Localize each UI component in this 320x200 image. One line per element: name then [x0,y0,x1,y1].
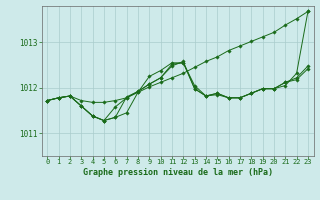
X-axis label: Graphe pression niveau de la mer (hPa): Graphe pression niveau de la mer (hPa) [83,168,273,177]
